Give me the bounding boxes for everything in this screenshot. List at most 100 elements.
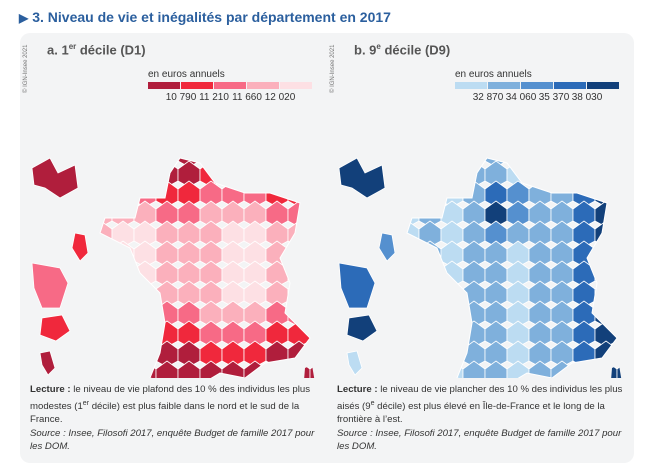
department (111, 160, 135, 188)
choropleth-map (31, 157, 315, 378)
department (111, 158, 135, 168)
department (265, 158, 289, 168)
department (407, 158, 420, 168)
dom-reunion (39, 314, 71, 342)
legend-tick: 10 790 (165, 92, 197, 103)
department (287, 158, 311, 168)
department (418, 320, 442, 348)
department (572, 340, 596, 368)
department (309, 158, 315, 168)
department (418, 340, 442, 368)
reading-note: Lecture : le niveau de vie plancher des … (337, 383, 627, 454)
department (418, 360, 442, 378)
dom-guadeloupe (338, 157, 386, 199)
legend-tick: 12 020 (264, 92, 296, 103)
department (572, 160, 596, 188)
map-d1: a. 1er décile (D1) © IGN-Insee 2021 en e… (20, 33, 327, 463)
department (111, 280, 135, 308)
map-d9: b. 9e décile (D9) © IGN-Insee 2021 en eu… (327, 33, 634, 463)
dom-reunion (346, 314, 378, 342)
department (462, 160, 486, 188)
department (462, 158, 486, 168)
department (309, 300, 315, 328)
title-text: 3. Niveau de vie et inégalités par dépar… (32, 9, 391, 25)
department (309, 220, 315, 248)
charts-panel: a. 1er décile (D1) © IGN-Insee 2021 en e… (20, 33, 634, 463)
choropleth-map (338, 157, 622, 378)
department (287, 300, 311, 328)
department (616, 200, 622, 228)
department (287, 200, 311, 228)
department (594, 220, 618, 248)
department (309, 360, 315, 378)
department (407, 280, 420, 308)
legend-swatch (587, 82, 619, 89)
department (550, 360, 574, 378)
department (100, 158, 113, 168)
department (616, 320, 622, 348)
department (221, 360, 245, 378)
map-title: b. 9e décile (D9) (354, 42, 451, 58)
department (572, 158, 596, 168)
department (133, 280, 157, 308)
department (111, 260, 135, 288)
department (407, 340, 420, 368)
legend-tick: 11 660 (232, 92, 262, 103)
department (177, 360, 201, 378)
department (594, 300, 618, 328)
department (100, 200, 113, 228)
legend-swatches (455, 82, 619, 89)
legend-ticks: 32 870 34 060 35 370 38 030 (455, 92, 619, 104)
copyright: © IGN-Insee 2021 (23, 44, 29, 93)
department (407, 300, 420, 328)
department (111, 300, 135, 328)
department (100, 260, 113, 288)
department (221, 158, 245, 168)
department (100, 280, 113, 308)
department (616, 180, 622, 208)
source-note: Source : Insee, Filosofi 2017, enquête B… (337, 427, 622, 453)
department (407, 360, 420, 378)
legend-swatch (554, 82, 586, 89)
department (418, 180, 442, 208)
legend-swatch (521, 82, 553, 89)
department (418, 158, 442, 168)
department (528, 160, 552, 188)
department (243, 160, 267, 188)
legend-swatch (455, 82, 487, 89)
department (100, 160, 113, 188)
department (133, 320, 157, 348)
department (287, 240, 311, 268)
department (418, 160, 442, 188)
department (594, 200, 618, 228)
department (199, 158, 223, 168)
department (616, 260, 622, 288)
department (616, 340, 622, 368)
department (506, 158, 530, 168)
department (309, 240, 315, 268)
department (287, 260, 311, 288)
department (506, 360, 530, 378)
dom-mayotte (39, 350, 56, 376)
department (111, 180, 135, 208)
department (111, 340, 135, 368)
department (616, 220, 622, 248)
department (594, 240, 618, 268)
department (440, 340, 464, 368)
department (616, 160, 622, 188)
legend-tick: 38 030 (571, 92, 603, 103)
department (100, 180, 113, 208)
legend-swatch (280, 82, 312, 89)
department (616, 240, 622, 268)
department (407, 240, 420, 268)
department (111, 360, 135, 378)
legend-title: en euros annuels (455, 69, 532, 80)
department (528, 158, 552, 168)
copyright: © IGN-Insee 2021 (330, 44, 336, 93)
department (155, 360, 179, 378)
legend-swatches (148, 82, 312, 89)
department (594, 158, 618, 168)
legend-ticks: 10 790 11 210 11 660 12 020 (148, 92, 312, 104)
legend-swatch (488, 82, 520, 89)
legend-title: en euros annuels (148, 69, 225, 80)
